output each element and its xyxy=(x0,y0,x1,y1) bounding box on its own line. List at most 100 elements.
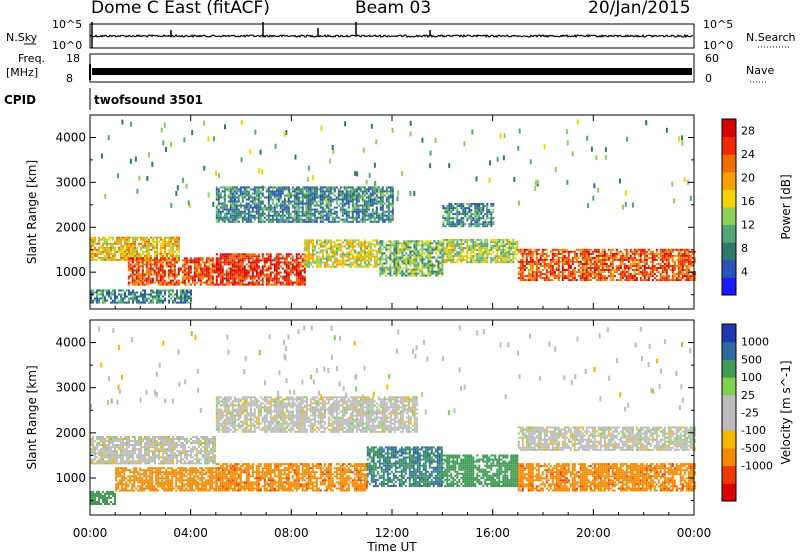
data-cell xyxy=(231,273,234,276)
data-cell xyxy=(321,251,324,254)
data-cell xyxy=(452,241,455,243)
freq-unit-label: [MHz] xyxy=(6,66,38,79)
data-cell xyxy=(277,259,280,262)
data-cell xyxy=(381,206,384,209)
data-cell xyxy=(106,238,108,241)
data-cell xyxy=(213,267,216,270)
data-cell xyxy=(211,257,214,260)
data-cell xyxy=(413,264,416,267)
data-cell xyxy=(549,275,552,278)
data-cell xyxy=(317,239,320,242)
data-cell xyxy=(639,265,642,267)
data-cell xyxy=(510,245,513,247)
data-cell xyxy=(353,208,356,211)
data-cell xyxy=(293,220,296,223)
data-cell xyxy=(169,283,172,286)
data-cell xyxy=(335,200,338,203)
data-cell xyxy=(647,265,650,267)
data-cell xyxy=(605,256,608,259)
data-cell xyxy=(267,216,270,219)
data-cell xyxy=(615,254,618,257)
data-cell xyxy=(323,249,326,252)
data-cell xyxy=(667,279,670,282)
data-cell xyxy=(141,279,144,282)
data-cell xyxy=(247,212,250,215)
data-cell xyxy=(275,263,278,266)
data-cell xyxy=(359,210,362,213)
data-cell xyxy=(241,261,244,264)
data-cell xyxy=(450,247,453,249)
data-cell xyxy=(464,255,467,258)
data-cell xyxy=(317,204,320,207)
data-cell xyxy=(429,254,432,257)
data-cell xyxy=(323,239,326,242)
data-cell xyxy=(508,241,511,243)
data-cell xyxy=(299,196,302,199)
data-cell xyxy=(118,248,120,251)
data-cell xyxy=(275,220,278,223)
data-cell xyxy=(221,279,224,282)
data-cell xyxy=(355,257,358,260)
data-cell xyxy=(435,258,438,261)
data-cell xyxy=(143,259,146,262)
data-cell xyxy=(241,198,244,201)
data-cell xyxy=(126,244,128,247)
data-cell xyxy=(311,249,314,252)
data-cell xyxy=(181,281,184,284)
data-cell xyxy=(629,248,632,251)
data-cell xyxy=(189,257,192,260)
data-cell xyxy=(201,269,204,272)
data-cell xyxy=(571,260,574,263)
data-cell xyxy=(112,242,114,245)
data-cell xyxy=(279,196,282,199)
data-cell xyxy=(659,275,662,278)
data-cell xyxy=(523,260,526,263)
data-cell xyxy=(525,263,528,265)
data-cell xyxy=(514,243,517,245)
data-cell xyxy=(132,238,134,241)
data-cell xyxy=(225,208,228,211)
data-cell xyxy=(617,258,620,261)
data-cell xyxy=(177,269,180,272)
data-cell xyxy=(419,260,422,263)
data-cell xyxy=(281,255,284,258)
data-cell xyxy=(321,243,324,246)
data-cell xyxy=(391,216,394,219)
data-cell xyxy=(235,255,238,258)
data-cell xyxy=(387,256,390,259)
data-cell xyxy=(311,220,314,223)
data-cell xyxy=(139,283,142,286)
data-cell xyxy=(279,218,282,221)
data-cell xyxy=(363,188,366,191)
data-cell xyxy=(153,257,156,260)
data-cell xyxy=(381,248,384,251)
data-cell xyxy=(257,265,260,268)
data-cell xyxy=(423,248,426,251)
data-cell xyxy=(287,198,290,201)
data-cell xyxy=(199,265,202,268)
data-cell xyxy=(331,218,334,221)
data-cell xyxy=(187,275,190,278)
data-cell xyxy=(413,250,416,253)
data-cell xyxy=(567,256,570,259)
data-cell xyxy=(585,252,588,255)
data-cell xyxy=(419,268,422,271)
data-cell xyxy=(243,283,246,286)
data-cell xyxy=(361,204,364,207)
data-cell xyxy=(223,188,226,191)
data-cell xyxy=(309,263,312,266)
data-cell xyxy=(347,247,350,250)
data-cell xyxy=(231,198,234,201)
data-cell xyxy=(253,200,256,203)
data-cell xyxy=(301,206,304,209)
data-cell xyxy=(335,263,338,266)
data-cell xyxy=(241,275,244,278)
data-cell xyxy=(176,248,178,251)
data-cell xyxy=(211,275,214,278)
data-cell xyxy=(231,263,234,266)
data-cell xyxy=(472,243,475,245)
data-cell xyxy=(387,244,390,247)
data-cell xyxy=(599,263,602,265)
data-cell xyxy=(243,273,246,276)
data-cell xyxy=(377,200,380,203)
